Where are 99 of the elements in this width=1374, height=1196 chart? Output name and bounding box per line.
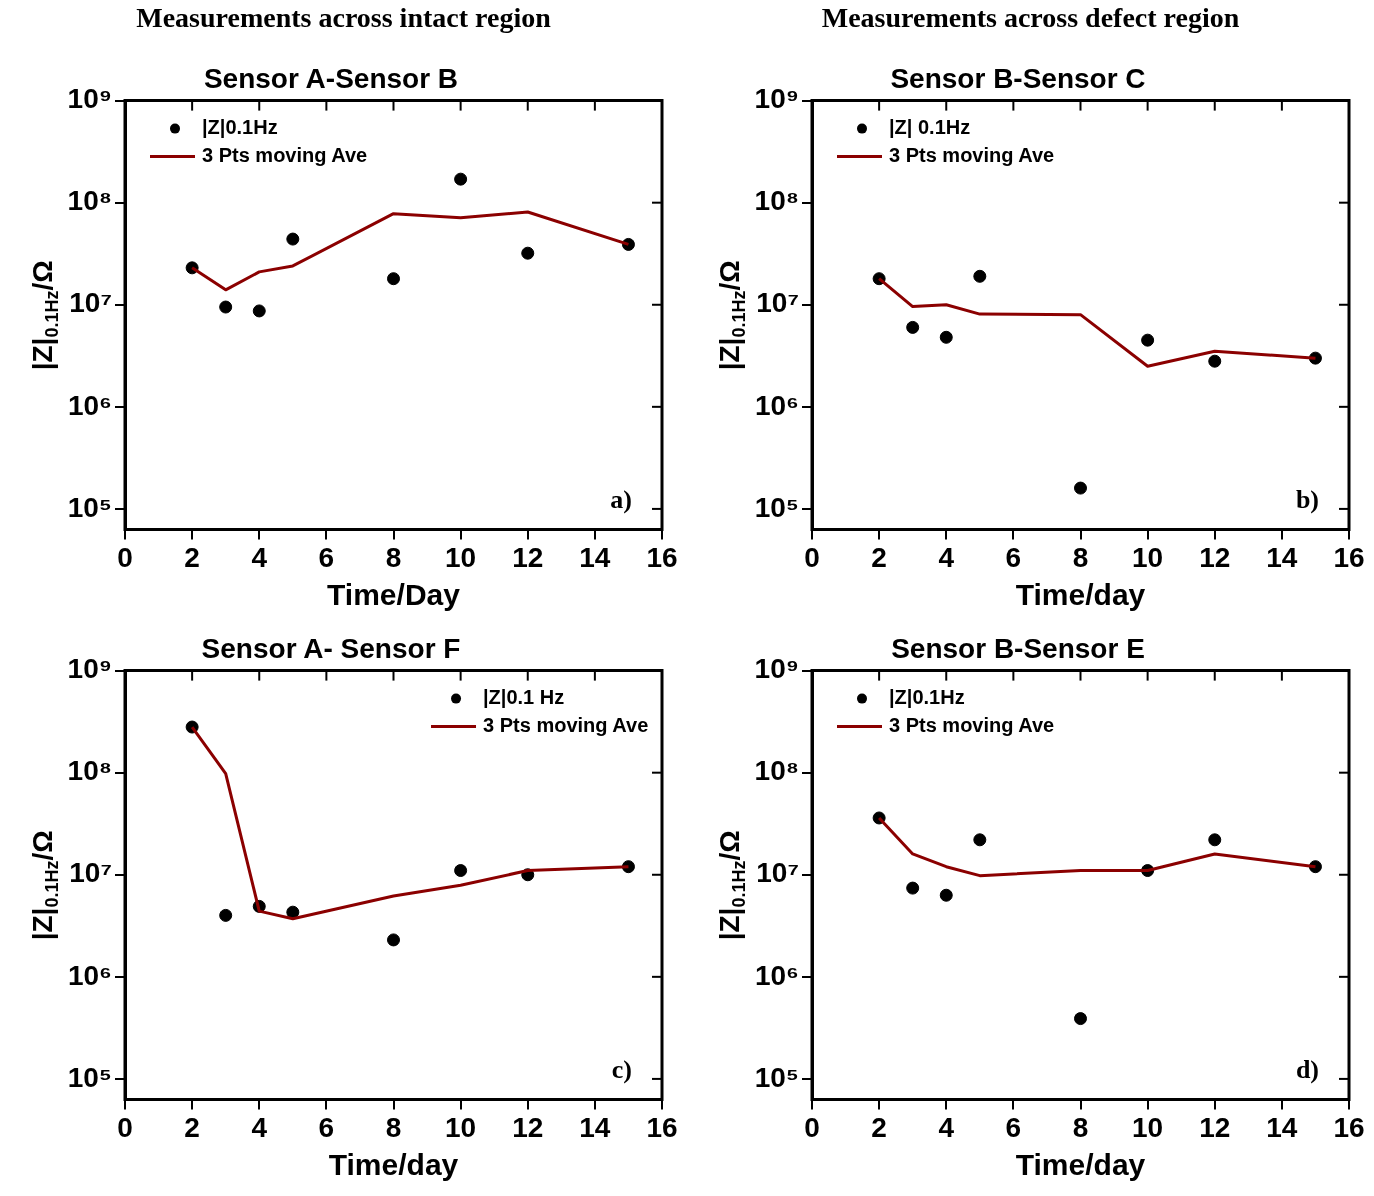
point xyxy=(387,933,400,947)
x-tick-label: 12 xyxy=(1199,541,1231,573)
x-tick-label: 2 xyxy=(184,541,200,573)
point xyxy=(219,908,233,922)
legend-label: |Z|0.1 Hz xyxy=(483,686,565,709)
y-tick-label: 10⁶ xyxy=(67,959,112,991)
y-tick-label: 10⁸ xyxy=(754,185,799,217)
point xyxy=(252,304,266,318)
x-tick-label: 10 xyxy=(445,541,477,573)
y-tick-label: 10⁹ xyxy=(67,83,112,115)
x-tick-label: 10 xyxy=(1132,1111,1164,1143)
point xyxy=(1208,354,1222,368)
point xyxy=(286,232,300,246)
y-tick-label: 10⁵ xyxy=(67,1061,112,1093)
point xyxy=(939,330,953,344)
x-axis-title: Time/Day xyxy=(327,578,461,612)
x-tick-label: 8 xyxy=(385,1111,402,1143)
y-tick-label: 10⁷ xyxy=(69,287,112,319)
annotation: b) xyxy=(1295,485,1319,515)
x-tick-label: 8 xyxy=(1072,541,1089,573)
x-axis-title: Time/day xyxy=(1015,578,1146,612)
x-tick-label: 16 xyxy=(646,541,678,573)
point xyxy=(939,888,953,902)
legend-label: 3 Pts moving Ave xyxy=(483,714,649,737)
y-tick-label: 10⁹ xyxy=(67,653,112,685)
x-tick-label: 16 xyxy=(1333,541,1365,573)
y-tick-label: 10⁷ xyxy=(756,857,799,889)
x-tick-label: 0 xyxy=(804,541,820,573)
y-tick-label: 10⁷ xyxy=(756,287,799,319)
point xyxy=(387,272,400,286)
point xyxy=(906,881,920,895)
x-tick-label: 4 xyxy=(251,541,268,573)
x-tick-label: 6 xyxy=(1005,1111,1022,1143)
x-tick-label: 0 xyxy=(117,1111,133,1143)
y-tick-label: 10⁸ xyxy=(754,755,799,787)
point xyxy=(973,269,987,283)
point xyxy=(973,833,987,847)
y-tick-label: 10⁹ xyxy=(754,653,799,685)
legend-label: 3 Pts moving Ave xyxy=(889,144,1055,167)
x-tick-label: 14 xyxy=(579,1111,611,1143)
x-tick-label: 2 xyxy=(871,1111,887,1143)
chart-title: Sensor B-Sensor C xyxy=(890,62,1146,94)
point xyxy=(454,864,468,878)
x-tick-label: 8 xyxy=(385,541,402,573)
x-tick-label: 0 xyxy=(804,1111,820,1143)
x-tick-label: 4 xyxy=(938,541,955,573)
x-tick-label: 10 xyxy=(445,1111,477,1143)
x-tick-label: 0 xyxy=(117,541,133,573)
y-tick-label: 10⁹ xyxy=(754,83,799,115)
y-tick-label: 10⁶ xyxy=(67,389,112,421)
y-tick-label: 10⁶ xyxy=(754,959,799,991)
x-tick-label: 2 xyxy=(184,1111,200,1143)
x-tick-label: 4 xyxy=(251,1111,268,1143)
x-tick-label: 16 xyxy=(646,1111,678,1143)
x-tick-label: 10 xyxy=(1132,541,1164,573)
x-tick-label: 6 xyxy=(1005,541,1022,573)
legend-label: 3 Pts moving Ave xyxy=(202,144,368,167)
chart-title: Sensor A- Sensor F xyxy=(201,632,461,664)
x-tick-label: 14 xyxy=(579,541,611,573)
x-tick-label: 14 xyxy=(1266,1111,1298,1143)
x-tick-label: 4 xyxy=(938,1111,955,1143)
legend-label: 3 Pts moving Ave xyxy=(889,714,1055,737)
annotation: c) xyxy=(611,1055,632,1085)
x-tick-label: 12 xyxy=(512,1111,544,1143)
text: Measurements across intact region xyxy=(135,2,552,34)
x-tick-label: 2 xyxy=(871,541,887,573)
y-tick-label: 10⁶ xyxy=(754,389,799,421)
y-tick-label: 10⁸ xyxy=(67,755,112,787)
chart-title: Sensor B-Sensor E xyxy=(891,632,1145,664)
legend-label: |Z|0.1Hz xyxy=(202,116,278,139)
annotation: d) xyxy=(1295,1055,1319,1085)
chart-title: Sensor A-Sensor B xyxy=(203,62,459,94)
y-tick-label: 10⁵ xyxy=(754,1061,799,1093)
annotation: a) xyxy=(610,485,632,515)
point xyxy=(454,172,468,186)
point xyxy=(1074,1012,1087,1026)
point xyxy=(1074,481,1087,495)
point xyxy=(521,246,535,260)
x-tick-label: 16 xyxy=(1333,1111,1365,1143)
point xyxy=(286,905,300,919)
point xyxy=(1208,833,1222,847)
legend-label: |Z| 0.1Hz xyxy=(889,116,971,139)
y-tick-label: 10⁵ xyxy=(754,491,799,523)
y-tick-label: 10⁷ xyxy=(69,857,112,889)
x-tick-label: 12 xyxy=(1199,1111,1231,1143)
point xyxy=(219,300,233,314)
x-tick-label: 14 xyxy=(1266,541,1298,573)
x-tick-label: 8 xyxy=(1072,1111,1089,1143)
x-tick-label: 12 xyxy=(512,541,544,573)
x-tick-label: 6 xyxy=(318,1111,335,1143)
x-axis-title: Time/day xyxy=(1015,1148,1146,1182)
y-tick-label: 10⁵ xyxy=(67,491,112,523)
point xyxy=(1141,333,1155,347)
legend-label: |Z|0.1Hz xyxy=(889,686,965,709)
text: Measurements across defect region xyxy=(820,2,1241,34)
y-tick-label: 10⁸ xyxy=(67,185,112,217)
x-axis-title: Time/day xyxy=(328,1148,459,1182)
x-tick-label: 6 xyxy=(318,541,335,573)
point xyxy=(906,320,920,334)
